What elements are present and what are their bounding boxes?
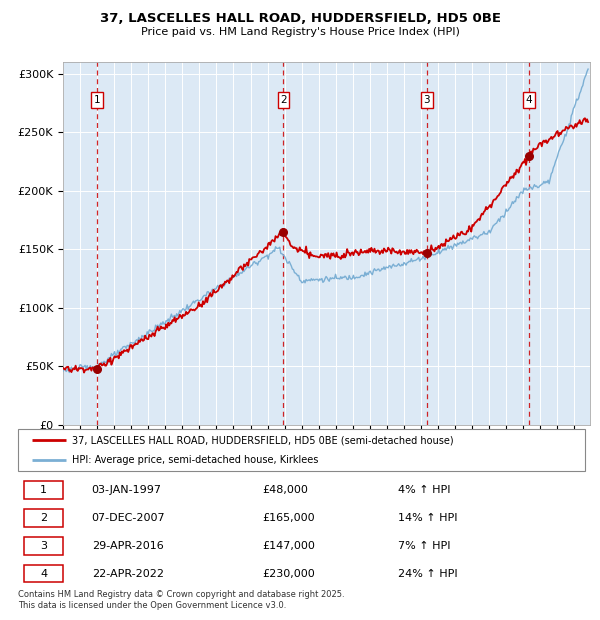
- Text: 3: 3: [424, 95, 430, 105]
- Text: 29-APR-2016: 29-APR-2016: [92, 541, 163, 551]
- Text: 37, LASCELLES HALL ROAD, HUDDERSFIELD, HD5 0BE: 37, LASCELLES HALL ROAD, HUDDERSFIELD, H…: [100, 12, 500, 25]
- Text: £165,000: £165,000: [262, 513, 314, 523]
- Text: Contains HM Land Registry data © Crown copyright and database right 2025.
This d: Contains HM Land Registry data © Crown c…: [18, 590, 344, 609]
- Text: £48,000: £48,000: [262, 485, 308, 495]
- Text: 4: 4: [40, 569, 47, 579]
- Text: 3: 3: [40, 541, 47, 551]
- Text: 1: 1: [40, 485, 47, 495]
- Text: 2: 2: [280, 95, 287, 105]
- Text: 03-JAN-1997: 03-JAN-1997: [92, 485, 162, 495]
- Text: 7% ↑ HPI: 7% ↑ HPI: [398, 541, 451, 551]
- FancyBboxPatch shape: [23, 510, 64, 526]
- Text: Price paid vs. HM Land Registry's House Price Index (HPI): Price paid vs. HM Land Registry's House …: [140, 27, 460, 37]
- Text: 24% ↑ HPI: 24% ↑ HPI: [398, 569, 458, 579]
- Text: 14% ↑ HPI: 14% ↑ HPI: [398, 513, 457, 523]
- Text: 37, LASCELLES HALL ROAD, HUDDERSFIELD, HD5 0BE (semi-detached house): 37, LASCELLES HALL ROAD, HUDDERSFIELD, H…: [72, 435, 454, 445]
- Text: 07-DEC-2007: 07-DEC-2007: [92, 513, 166, 523]
- Text: £230,000: £230,000: [262, 569, 314, 579]
- Text: 1: 1: [94, 95, 101, 105]
- Text: 2: 2: [40, 513, 47, 523]
- Text: £147,000: £147,000: [262, 541, 314, 551]
- Text: 4% ↑ HPI: 4% ↑ HPI: [398, 485, 451, 495]
- Text: 22-APR-2022: 22-APR-2022: [92, 569, 164, 579]
- FancyBboxPatch shape: [18, 429, 585, 471]
- FancyBboxPatch shape: [23, 538, 64, 554]
- FancyBboxPatch shape: [23, 565, 64, 582]
- Text: 4: 4: [525, 95, 532, 105]
- Text: HPI: Average price, semi-detached house, Kirklees: HPI: Average price, semi-detached house,…: [72, 455, 318, 465]
- FancyBboxPatch shape: [23, 482, 64, 498]
